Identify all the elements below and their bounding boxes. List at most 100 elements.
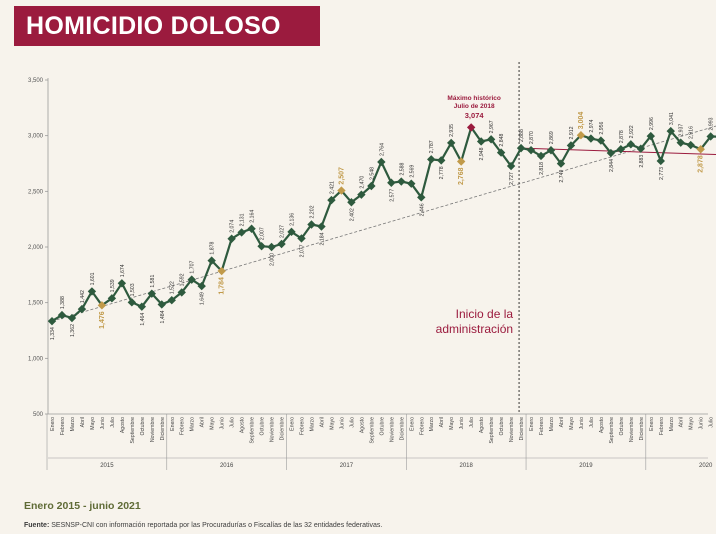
data-label: 2,993 (709, 117, 715, 130)
x-tick-label: Noviembre (150, 417, 156, 442)
data-label: 2,402 (349, 208, 355, 221)
data-point-marker (506, 161, 516, 171)
data-label: 1,476 (99, 311, 106, 329)
x-tick-label: Enero (649, 417, 655, 431)
data-label: 2,569 (409, 165, 415, 178)
year-label: 2017 (340, 463, 354, 469)
y-tick-label: 3,500 (28, 78, 44, 84)
x-tick-label: Marzo (549, 417, 555, 432)
x-tick-label: Noviembre (270, 417, 276, 442)
data-point-marker (47, 316, 57, 326)
x-tick-label: Abril (559, 417, 565, 427)
x-tick-label: Enero (409, 417, 415, 431)
data-point-marker (307, 220, 316, 229)
data-point-marker (67, 313, 77, 323)
data-point-marker (117, 279, 127, 288)
data-label: 2,888 (519, 129, 525, 142)
administration-trend-line (521, 147, 716, 155)
x-tick-label: Enero (50, 417, 56, 431)
data-label: 2,870 (529, 131, 535, 144)
data-label: 2,446 (419, 203, 425, 216)
data-point-marker (207, 256, 216, 265)
data-label: 2,869 (549, 131, 555, 144)
source-footnote: Fuente: SESNSP-CNI con información repor… (24, 522, 382, 529)
data-point-marker (636, 144, 646, 153)
data-point-marker (407, 179, 416, 188)
data-point-marker (447, 138, 456, 148)
data-point-marker (696, 145, 705, 154)
data-label: 2,878 (698, 155, 705, 173)
data-point-marker (347, 198, 356, 207)
data-label: 1,784 (219, 277, 226, 295)
source-text: SESNSP-CNI con información reportada por… (49, 522, 383, 529)
data-label: 2,912 (569, 126, 575, 139)
x-tick-label: Julio (349, 417, 355, 428)
x-tick-label: Abril (319, 417, 325, 427)
data-label: 2,956 (599, 121, 605, 134)
x-tick-label: Enero (529, 417, 535, 431)
max-annotation-line2: Julio de 2018 (454, 103, 495, 110)
data-label: 1,581 (150, 275, 156, 288)
data-point-marker (516, 143, 526, 153)
data-point-marker (227, 234, 236, 243)
data-label: 2,027 (280, 225, 286, 238)
x-tick-label: Octubre (619, 417, 625, 436)
data-point-marker (237, 228, 246, 237)
data-point-marker (387, 178, 396, 187)
x-tick-label: Marzo (429, 417, 435, 432)
x-tick-label: Mayo (210, 417, 216, 430)
data-label: 2,935 (449, 124, 455, 137)
x-tick-label: Abril (200, 417, 206, 427)
x-tick-label: Octubre (140, 417, 146, 436)
data-point-marker (626, 140, 636, 149)
data-point-marker (377, 157, 386, 167)
administration-label-line1: Inicio de la (456, 307, 514, 321)
data-label: 2,548 (369, 167, 375, 180)
x-tick-label: Noviembre (629, 417, 635, 442)
y-tick-label: 1,000 (28, 356, 44, 362)
data-label: 2,916 (689, 126, 695, 139)
data-point-marker (327, 195, 336, 205)
data-label: 1,464 (140, 313, 146, 326)
data-point-marker (157, 300, 166, 309)
data-point-marker (456, 157, 466, 166)
data-label: 2,974 (589, 119, 595, 132)
data-label: 2,883 (639, 155, 645, 168)
data-point-marker (77, 304, 87, 314)
data-point-marker (576, 131, 586, 140)
period-label: Enero 2015 - junio 2021 (24, 500, 141, 512)
data-point-marker (197, 281, 206, 291)
data-label: 1,674 (120, 264, 126, 277)
data-label: 1,388 (60, 296, 66, 309)
data-point-marker (147, 289, 156, 298)
x-tick-label: Junio (579, 417, 585, 430)
x-tick-label: Julio (230, 417, 236, 428)
data-label: 2,184 (319, 232, 325, 245)
data-label: 2,074 (230, 220, 236, 233)
x-tick-label: Octubre (260, 417, 266, 436)
data-label: 2,164 (250, 210, 256, 223)
data-label: 3,041 (669, 112, 675, 125)
x-tick-label: Febrero (659, 417, 665, 435)
x-tick-label: Agosto (120, 417, 126, 433)
data-label: 2,922 (629, 125, 635, 138)
x-tick-label: Agosto (240, 417, 246, 433)
data-label: 2,818 (539, 162, 545, 175)
x-tick-label: Abril (80, 417, 86, 427)
data-label: 1,334 (50, 327, 56, 340)
data-label: 2,577 (389, 189, 395, 202)
data-point-marker (337, 186, 346, 195)
data-point-marker (496, 148, 506, 157)
data-point-marker (217, 266, 226, 276)
data-point-marker (706, 132, 715, 141)
year-label: 2020 (699, 463, 713, 469)
y-tick-label: 1,500 (28, 301, 44, 307)
data-point-marker (536, 151, 546, 161)
data-point-marker (187, 275, 196, 284)
x-tick-label: Marzo (309, 417, 315, 432)
data-label: 1,522 (170, 281, 176, 294)
x-tick-label: Febrero (300, 417, 306, 435)
data-label: 2,588 (399, 162, 405, 175)
x-tick-label: Febrero (60, 417, 66, 435)
data-label: 1,707 (190, 261, 196, 274)
